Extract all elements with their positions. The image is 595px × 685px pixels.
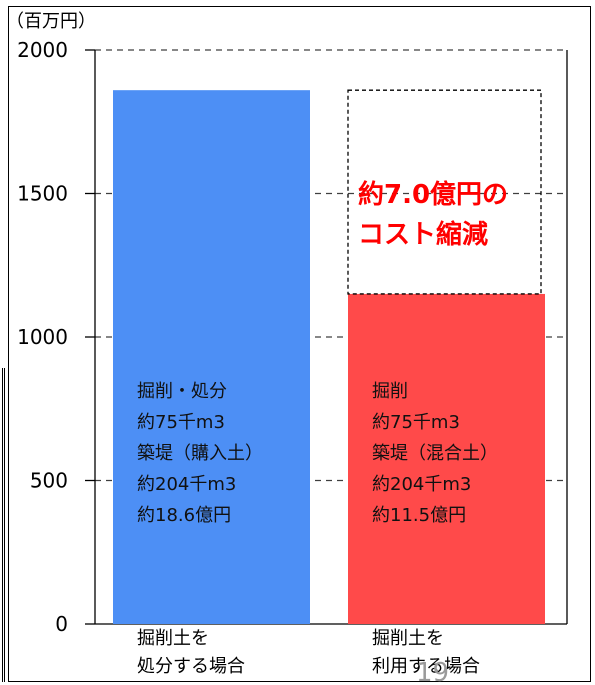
- category-label: 利用する場合: [372, 656, 480, 677]
- bar-1-note-line: 約204千m3: [137, 474, 236, 495]
- tick-label-2000: 2000: [17, 38, 68, 62]
- bar-1-note-line: 約18.6億円: [137, 505, 231, 526]
- bar-1-note-line: 築堤（購入土）: [137, 443, 263, 464]
- bar-2-note-line: 約204千m3: [372, 474, 471, 495]
- bar-2-note-line: 約75千m3: [372, 412, 460, 433]
- tick-label-0: 0: [55, 612, 68, 636]
- bar-1-note-line: 掘削・処分: [137, 381, 227, 402]
- bar-1: [113, 90, 310, 625]
- unit-label: （百万円）: [6, 11, 96, 32]
- left-edge-rule: [2, 368, 5, 682]
- page-number: 19: [416, 658, 449, 685]
- reduction-label-line: 約7.0億円の: [358, 179, 508, 210]
- tick-label-1500: 1500: [17, 182, 68, 206]
- category-label: 処分する場合: [137, 656, 245, 677]
- tick-layer: 0 500 1000 1500 2000: [17, 38, 95, 636]
- bar-2-note-line: 掘削: [372, 381, 408, 402]
- reduction-label-line: コスト縮減: [358, 219, 488, 250]
- bar-2: [348, 293, 545, 624]
- bar-layer: [113, 90, 545, 625]
- category-label: 掘削土を: [137, 628, 209, 649]
- reduction-box: [347, 89, 542, 295]
- chart-frame: [8, 6, 591, 682]
- tick-label-1000: 1000: [17, 325, 68, 349]
- bar-2-note-line: 築堤（混合土）: [372, 443, 498, 464]
- tick-label-500: 500: [30, 469, 68, 493]
- category-label: 掘削土を: [372, 628, 444, 649]
- bar-1-note-line: 約75千m3: [137, 412, 225, 433]
- bar-2-note-line: 約11.5億円: [372, 505, 466, 526]
